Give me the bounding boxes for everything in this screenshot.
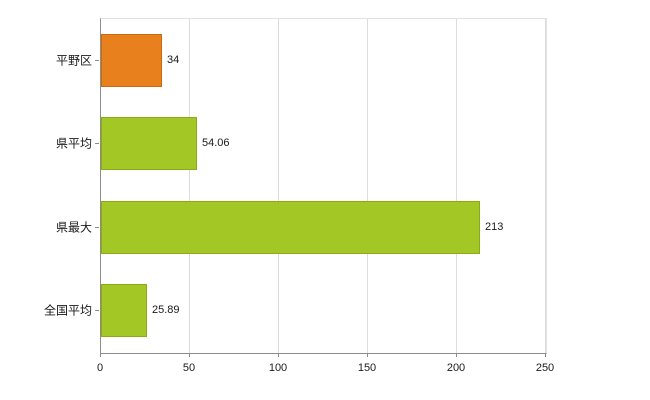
bar-1 bbox=[101, 117, 197, 170]
x-tick-label-150: 150 bbox=[357, 362, 377, 374]
category-label-0: 平野区 bbox=[55, 53, 92, 68]
y-tick-mark-1 bbox=[95, 143, 99, 144]
y-tick-mark-2 bbox=[95, 227, 99, 228]
gridline-x-50 bbox=[189, 19, 190, 353]
plot-area bbox=[100, 18, 547, 354]
gridline-x-250 bbox=[545, 19, 546, 353]
bar-2 bbox=[101, 201, 480, 254]
bar-value-label-1: 54.06 bbox=[202, 137, 230, 149]
bar-0 bbox=[101, 34, 162, 87]
x-tick-label-200: 200 bbox=[446, 362, 466, 374]
category-label-2: 県最大 bbox=[55, 220, 92, 235]
bar-value-label-0: 34 bbox=[167, 54, 180, 66]
category-label-1: 県平均 bbox=[55, 136, 92, 151]
bar-3 bbox=[101, 284, 147, 337]
x-tick-label-0: 0 bbox=[96, 362, 104, 374]
x-tick-mark-200 bbox=[456, 353, 457, 357]
y-tick-mark-0 bbox=[95, 60, 99, 61]
category-label-3: 全国平均 bbox=[43, 303, 92, 318]
x-tick-label-250: 250 bbox=[535, 362, 555, 374]
bar-value-label-3: 25.89 bbox=[152, 304, 180, 316]
x-tick-mark-250 bbox=[545, 353, 546, 357]
x-tick-mark-50 bbox=[189, 353, 190, 357]
y-tick-mark-3 bbox=[95, 310, 99, 311]
gridline-x-150 bbox=[367, 19, 368, 353]
x-tick-label-50: 50 bbox=[182, 362, 196, 374]
x-tick-mark-100 bbox=[278, 353, 279, 357]
x-tick-label-100: 100 bbox=[268, 362, 288, 374]
bar-value-label-2: 213 bbox=[485, 221, 504, 233]
x-tick-mark-0 bbox=[100, 353, 101, 357]
x-tick-mark-150 bbox=[367, 353, 368, 357]
gridline-x-100 bbox=[278, 19, 279, 353]
gridline-x-200 bbox=[456, 19, 457, 353]
